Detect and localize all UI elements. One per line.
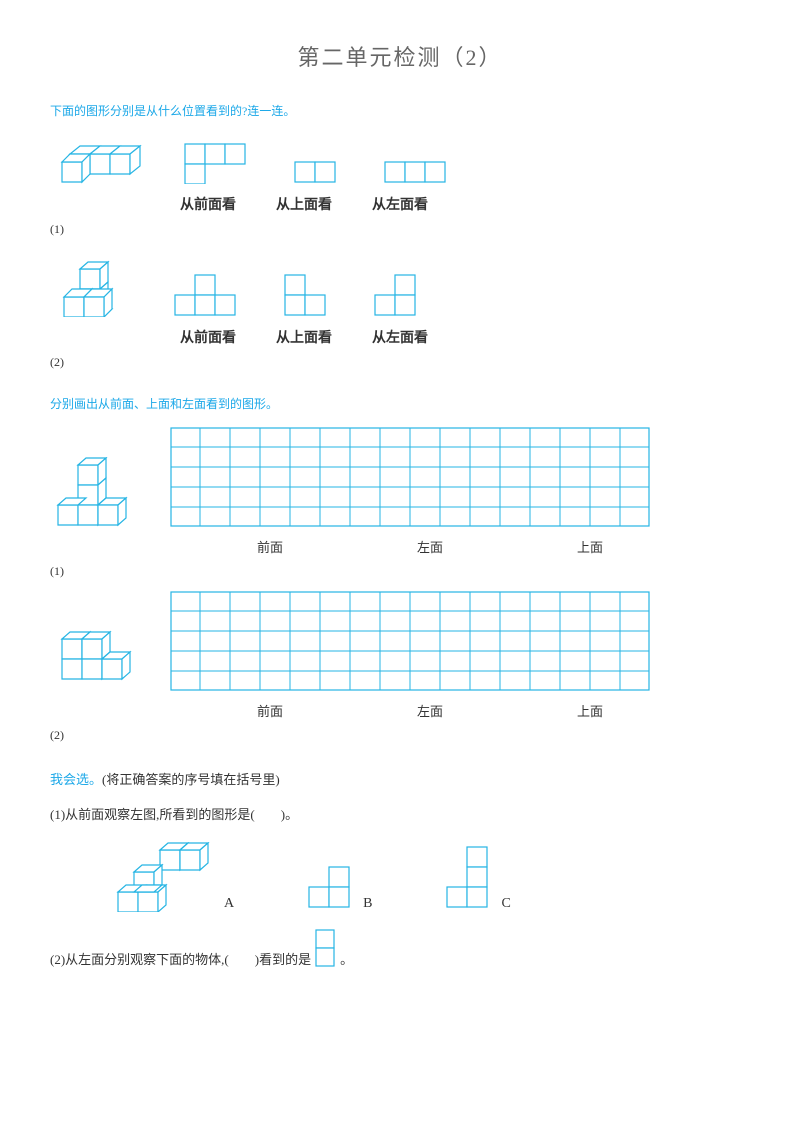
q1-num: (1) bbox=[50, 222, 750, 237]
label-left: 从左面看 bbox=[372, 194, 428, 214]
q2-flat-a bbox=[170, 272, 250, 317]
s3-tail: (将正确答案的序号填在括号里) bbox=[102, 772, 280, 787]
s3q2-shape bbox=[313, 927, 338, 972]
s3q2-text-a: (2)从左面分别观察下面的物体,( )看到的是 bbox=[50, 948, 311, 971]
q2-row bbox=[50, 257, 750, 317]
s3q1-choices: A B C bbox=[110, 842, 750, 912]
q2-num: (2) bbox=[50, 355, 750, 370]
s3q1-iso bbox=[110, 842, 220, 912]
label-left: 左面 bbox=[350, 701, 510, 720]
s3q2-text-b: 。 bbox=[340, 948, 353, 971]
label-front: 从前面看 bbox=[180, 327, 236, 347]
q2-flat-c bbox=[370, 272, 430, 317]
s3-head-accent: 我会选。 bbox=[50, 772, 102, 787]
s2q1-labels: 前面 左面 上面 bbox=[190, 537, 750, 556]
s2q2-row bbox=[50, 591, 750, 691]
choice-b-shape bbox=[304, 864, 359, 912]
section2-head: 分别画出从前面、上面和左面看到的图形。 bbox=[50, 395, 750, 412]
s2q1-row bbox=[50, 427, 750, 527]
s2q1-grid bbox=[170, 427, 650, 527]
choice-a-label: A bbox=[224, 896, 234, 912]
choice-c-shape bbox=[442, 844, 497, 912]
section3-head: 我会选。(将正确答案的序号填在括号里) bbox=[50, 768, 750, 791]
q1-row bbox=[50, 134, 750, 184]
section1-head: 下面的图形分别是从什么位置看到的?连一连。 bbox=[50, 102, 750, 119]
s2q1-iso bbox=[50, 457, 140, 527]
s2q2-iso bbox=[50, 621, 140, 691]
choice-b-label: B bbox=[363, 896, 372, 912]
page-title: 第二单元检测（2） bbox=[50, 40, 750, 72]
q2-flat-b bbox=[280, 272, 340, 317]
s3q2-text: (2)从左面分别观察下面的物体,( )看到的是 。 bbox=[50, 927, 750, 972]
q1-flat-b bbox=[290, 159, 350, 184]
label-front: 前面 bbox=[190, 701, 350, 720]
label-top: 上面 bbox=[510, 701, 670, 720]
q1-view-labels: 从前面看 从上面看 从左面看 bbox=[180, 194, 750, 214]
label-front: 前面 bbox=[190, 537, 350, 556]
label-left: 从左面看 bbox=[372, 327, 428, 347]
q2-view-labels: 从前面看 从上面看 从左面看 bbox=[180, 327, 750, 347]
label-top: 上面 bbox=[510, 537, 670, 556]
s2q2-num: (2) bbox=[50, 728, 750, 743]
label-top: 从上面看 bbox=[276, 194, 332, 214]
q1-flat-a bbox=[180, 139, 260, 184]
choice-c-label: C bbox=[501, 896, 510, 912]
q1-iso bbox=[50, 134, 150, 184]
s2q1-num: (1) bbox=[50, 564, 750, 579]
label-front: 从前面看 bbox=[180, 194, 236, 214]
label-top: 从上面看 bbox=[276, 327, 332, 347]
q2-iso bbox=[50, 257, 140, 317]
s3q1-text: (1)从前面观察左图,所看到的图形是( )。 bbox=[50, 803, 750, 826]
s2q2-labels: 前面 左面 上面 bbox=[190, 701, 750, 720]
q1-flat-c bbox=[380, 159, 460, 184]
s2q2-grid bbox=[170, 591, 650, 691]
label-left: 左面 bbox=[350, 537, 510, 556]
